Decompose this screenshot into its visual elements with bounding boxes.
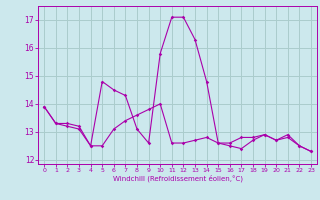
X-axis label: Windchill (Refroidissement éolien,°C): Windchill (Refroidissement éolien,°C) (113, 175, 243, 182)
